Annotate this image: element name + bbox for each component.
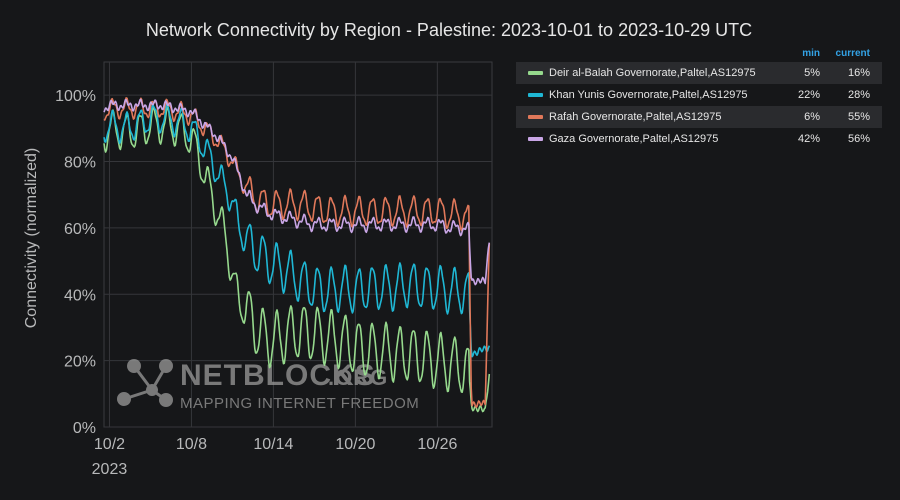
legend-swatch: [528, 137, 543, 141]
watermark-brand: NETBLOCKS: [180, 359, 376, 392]
legend-item-label: Deir al-Balah Governorate,Paltel,AS12975: [549, 67, 756, 79]
grid: [103, 61, 493, 428]
legend-item-deir-al-balah[interactable]: Deir al-Balah Governorate,Paltel,AS12975…: [516, 62, 882, 84]
legend-item-rafah[interactable]: Rafah Governorate,Paltel,AS12975 6% 55%: [516, 106, 882, 128]
y-tick-label: 20%: [64, 354, 96, 371]
series-line[interactable]: [103, 97, 491, 408]
legend-item-label: Gaza Governorate,Paltel,AS12975: [549, 133, 719, 145]
legend-swatch: [528, 71, 543, 75]
legend-swatch: [528, 115, 543, 119]
legend-current-header[interactable]: current: [835, 47, 870, 59]
netblocks-watermark: NETBLOCKS .ORG MAPPING INTERNET FREEDOM: [117, 359, 419, 412]
netblocks-logo-icon: [117, 359, 173, 407]
series-line[interactable]: [103, 98, 491, 286]
x-tick-label: 10/14: [253, 436, 293, 453]
axis-ticks: 0% 20% 40% 60% 80% 100% 10/2 2023 10/8 10/14 10/20…: [55, 88, 457, 478]
y-tick-label: 80%: [64, 155, 96, 172]
chart-title: Network Connectivity by Region - Palesti…: [146, 20, 752, 40]
x-tick-label: 10/2: [94, 436, 125, 453]
y-tick-label: 0%: [73, 420, 96, 437]
legend-item-min: 22%: [797, 89, 820, 101]
legend-min-header[interactable]: min: [802, 47, 820, 59]
watermark-tagline: MAPPING INTERNET FREEDOM: [180, 395, 419, 412]
legend-item-min: 42%: [797, 133, 820, 145]
x-tick-label: 10/26: [417, 436, 457, 453]
legend-swatch: [528, 93, 543, 97]
legend-item-min: 6%: [804, 111, 820, 123]
legend-item-current: 56%: [847, 133, 870, 145]
legend-item-current: 55%: [847, 111, 870, 123]
legend: min current Deir al-Balah Governorate,Pa…: [516, 44, 882, 150]
x-tick-year-label: 2023: [92, 461, 128, 478]
y-tick-label: 60%: [64, 221, 96, 238]
legend-item-gaza[interactable]: Gaza Governorate,Paltel,AS12975 42% 56%: [516, 128, 882, 150]
legend-item-min: 5%: [804, 67, 820, 79]
x-tick-label: 10/8: [176, 436, 207, 453]
legend-item-current: 28%: [847, 89, 870, 101]
legend-header: min current: [516, 44, 882, 62]
legend-item-khan-yunis[interactable]: Khan Yunis Governorate,Paltel,AS12975 22…: [516, 84, 882, 106]
y-axis-label: Connectivity (normalized): [23, 148, 40, 329]
series-line[interactable]: [103, 102, 491, 358]
y-tick-label: 40%: [64, 287, 96, 304]
y-tick-label: 100%: [55, 88, 96, 105]
legend-item-current: 16%: [847, 67, 870, 79]
series-layer: [103, 97, 491, 413]
x-tick-label: 10/20: [335, 436, 375, 453]
legend-item-label: Khan Yunis Governorate,Paltel,AS12975: [549, 89, 748, 101]
legend-item-label: Rafah Governorate,Paltel,AS12975: [549, 111, 722, 123]
